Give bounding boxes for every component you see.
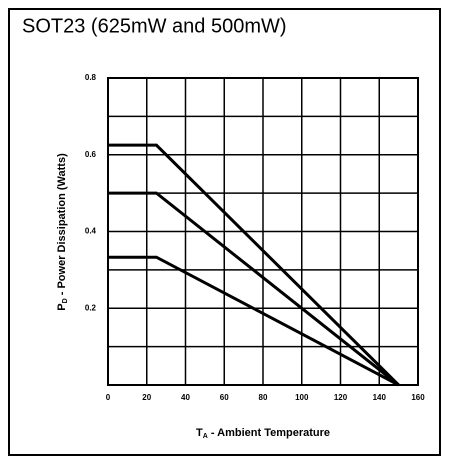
y-tick-label: 0.8 — [85, 73, 97, 82]
series-line — [108, 143, 400, 387]
x-axis-label: TA - Ambient Temperature — [196, 427, 330, 440]
x-tick-label: 100 — [295, 393, 309, 402]
y-label-subscript: D — [62, 298, 69, 303]
x-tick-label: 120 — [334, 393, 348, 402]
y-axis-label: PD - Power Dissipation (Watts) — [56, 153, 69, 311]
x-tick-label: 20 — [142, 393, 151, 402]
series-line — [108, 255, 400, 387]
x-tick-label: 160 — [411, 393, 425, 402]
y-tick-label: 0.4 — [85, 227, 97, 236]
y-label-text: - Power Dissipation (Watts) — [56, 153, 68, 298]
x-label-symbol: T — [196, 427, 203, 439]
y-label-symbol: P — [56, 303, 68, 310]
x-tick-label: 80 — [259, 393, 268, 402]
y-tick-label: 0.6 — [85, 150, 97, 159]
x-tick-label: 40 — [181, 393, 190, 402]
x-tick-label: 60 — [220, 393, 229, 402]
x-label-text: - Ambient Temperature — [208, 427, 330, 439]
chart-title: SOT23 (625mW and 500mW) — [22, 15, 287, 37]
plot-frame — [107, 77, 419, 386]
x-tick-label: 0 — [106, 393, 111, 402]
x-label-subscript: A — [203, 433, 208, 440]
y-tick-label: 0.2 — [85, 303, 97, 312]
frame — [8, 8, 441, 456]
series-line — [108, 191, 400, 387]
x-tick-label: 140 — [373, 393, 387, 402]
